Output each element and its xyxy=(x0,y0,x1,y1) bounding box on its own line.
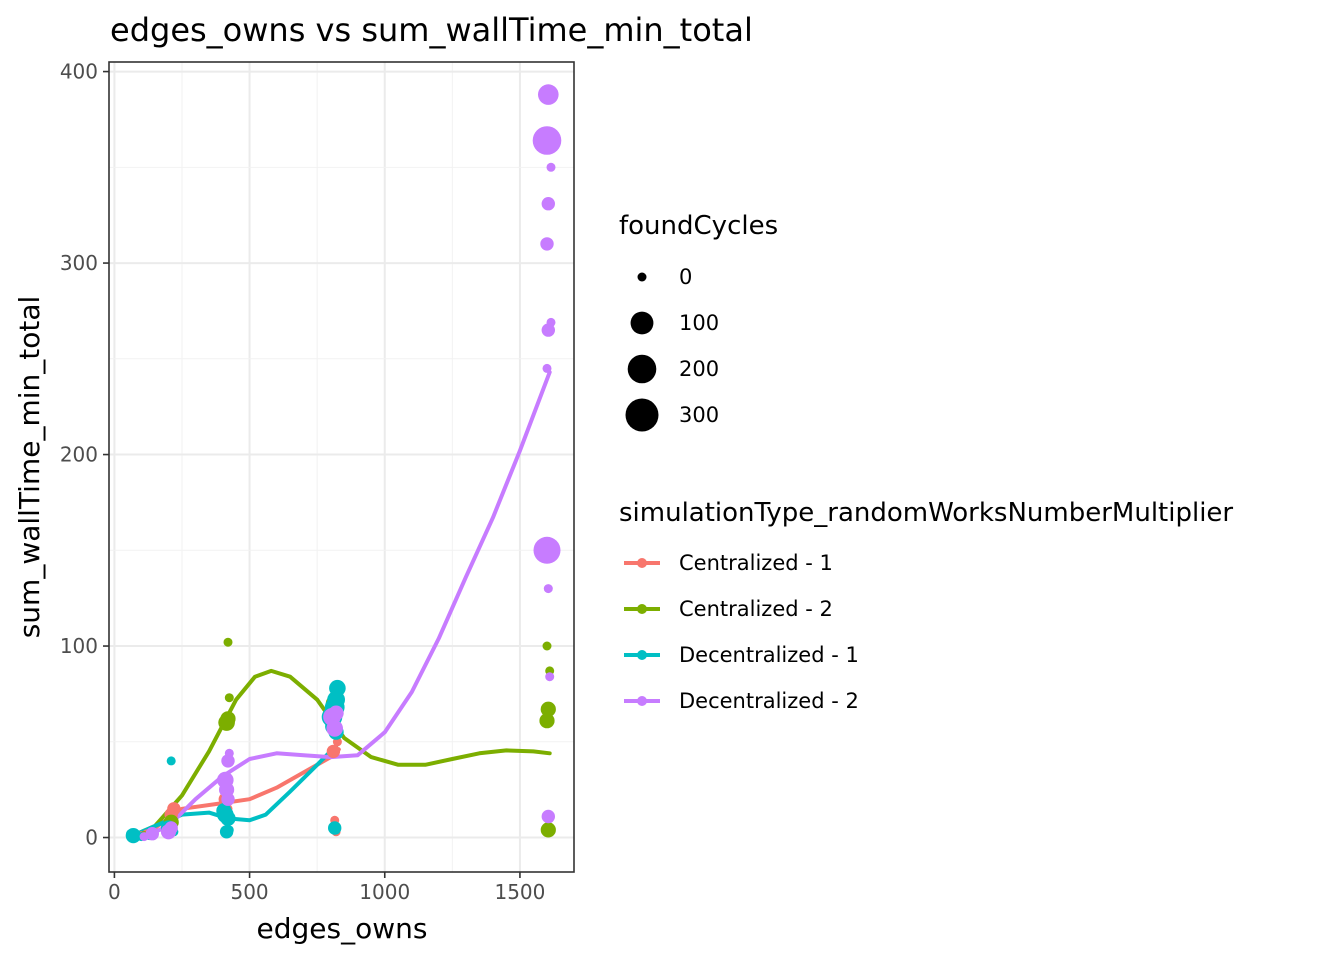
x-tick-label: 1000 xyxy=(359,880,410,904)
size-legend-label: 200 xyxy=(679,357,719,381)
x-tick-label: 500 xyxy=(230,880,268,904)
data-point xyxy=(224,825,234,835)
color-legend-point xyxy=(637,650,647,660)
data-point xyxy=(167,802,181,816)
grid xyxy=(109,62,574,872)
data-point xyxy=(540,701,556,717)
size-legend-label: 0 xyxy=(679,265,692,289)
size-legend-key xyxy=(625,398,659,432)
color-legend-label: Decentralized - 2 xyxy=(679,689,859,713)
data-point xyxy=(125,828,141,844)
data-point xyxy=(543,584,553,594)
data-points xyxy=(125,84,562,844)
size-legend-title: foundCycles xyxy=(619,211,778,241)
data-point xyxy=(164,821,178,835)
color-legend-point xyxy=(637,558,647,568)
data-point xyxy=(166,756,176,766)
data-point xyxy=(145,827,159,841)
data-point xyxy=(221,792,235,806)
data-point xyxy=(326,744,341,759)
size-legend-key xyxy=(637,272,647,282)
chart-title: edges_owns vs sum_wallTime_min_total xyxy=(110,11,753,49)
data-point xyxy=(545,672,555,682)
data-point xyxy=(539,713,555,729)
color-legend-point xyxy=(637,696,647,706)
trend-line xyxy=(142,370,552,839)
data-point xyxy=(541,323,555,337)
data-point xyxy=(224,693,234,703)
data-point xyxy=(331,825,341,835)
size-legend-key xyxy=(630,311,654,335)
data-point xyxy=(542,363,552,373)
size-legend-key xyxy=(627,354,657,384)
y-tick-label: 300 xyxy=(60,251,98,275)
data-point xyxy=(541,197,555,211)
size-legend-label: 300 xyxy=(679,403,719,427)
data-point xyxy=(223,637,233,647)
data-point xyxy=(532,126,562,155)
color-legend: simulationType_randomWorksNumberMultipli… xyxy=(619,498,1233,713)
x-tick-label: 1500 xyxy=(494,880,545,904)
data-point xyxy=(545,827,555,837)
color-legend-label: Centralized - 1 xyxy=(679,551,833,575)
x-axis-title: edges_owns xyxy=(257,912,428,945)
color-legend-title: simulationType_randomWorksNumberMultipli… xyxy=(619,498,1233,528)
y-tick-label: 400 xyxy=(60,60,98,84)
axes: 0 500 1000 1500 0 100 200 300 400 xyxy=(60,60,546,904)
data-point xyxy=(542,641,552,651)
y-axis-title: sum_wallTime_min_total xyxy=(13,296,46,639)
y-tick-label: 0 xyxy=(85,826,98,850)
data-point xyxy=(220,810,236,827)
color-legend-label: Decentralized - 1 xyxy=(679,643,859,667)
data-point xyxy=(533,536,561,564)
data-point xyxy=(540,237,554,251)
data-point xyxy=(546,162,556,172)
y-tick-label: 100 xyxy=(60,634,98,658)
data-point xyxy=(326,720,344,737)
y-tick-label: 200 xyxy=(60,443,98,467)
color-legend-label: Centralized - 2 xyxy=(679,597,833,621)
panel-border xyxy=(108,61,575,873)
color-legend-point xyxy=(637,604,647,614)
data-point xyxy=(224,748,234,758)
x-tick-label: 0 xyxy=(108,880,121,904)
data-point xyxy=(220,711,236,727)
data-point xyxy=(545,813,555,823)
data-point xyxy=(221,754,235,768)
data-point xyxy=(329,679,346,697)
trend-lines xyxy=(128,370,552,839)
data-point xyxy=(538,84,559,105)
data-point xyxy=(328,705,344,721)
size-legend: foundCycles 0 100 200 300 xyxy=(619,211,778,432)
size-legend-label: 100 xyxy=(679,311,719,335)
